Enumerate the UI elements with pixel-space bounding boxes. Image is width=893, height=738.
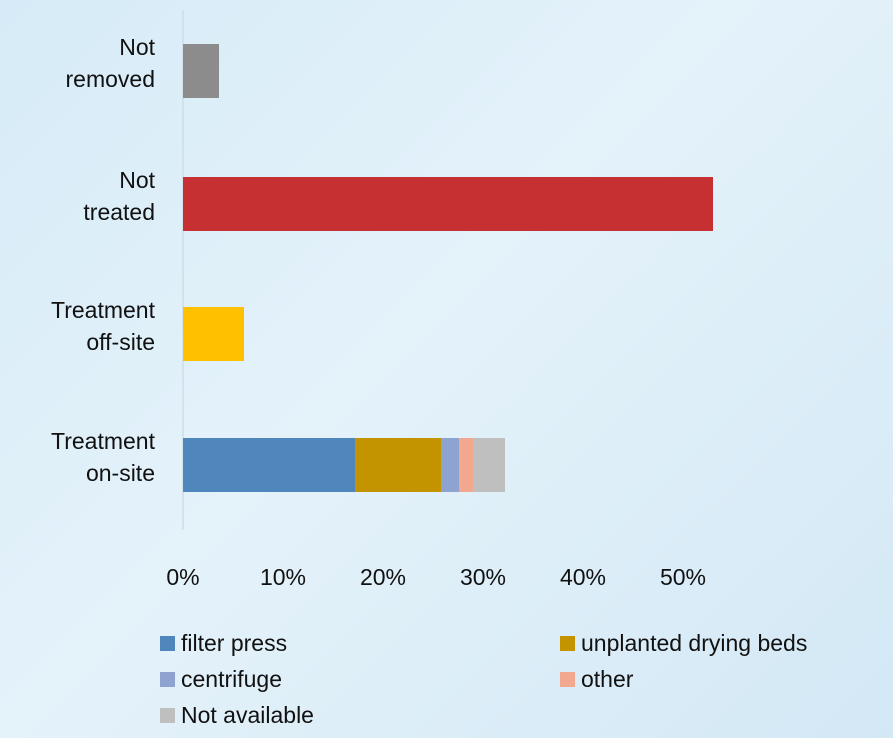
legend-swatch (560, 635, 575, 651)
category-label-line: Treatment (51, 428, 156, 454)
legend-label: centrifuge (181, 665, 283, 692)
category-label: Treatment on-site (51, 428, 156, 486)
bar (183, 177, 713, 231)
legend-swatch (160, 635, 175, 651)
x-tick-label: 10% (260, 564, 306, 590)
x-tick-label: 20% (360, 564, 406, 590)
category-label: Treatment off-site (51, 297, 156, 355)
legend-item: unplanted drying beds (560, 628, 880, 658)
legend-label: other (581, 665, 634, 692)
stacked-bar-segment (441, 438, 459, 492)
category-label-line: Not (119, 34, 155, 60)
category-label-line: off-site (86, 329, 155, 355)
category-label: Not treated (83, 167, 155, 225)
category-label-line: treated (83, 199, 155, 225)
legend-item: centrifuge (160, 664, 560, 694)
stacked-bar-segment (459, 438, 473, 492)
legend-swatch (560, 671, 575, 687)
legend-label: unplanted drying beds (581, 629, 808, 656)
legend: filter press unplanted drying beds centrif… (160, 628, 880, 730)
category-label: Not removed (66, 34, 156, 92)
stacked-bar-segment (355, 438, 441, 492)
x-tick-label: 30% (460, 564, 506, 590)
legend-item: filter press (160, 628, 560, 658)
x-tick-label: 0% (166, 564, 199, 590)
stacked-bar-segment (473, 438, 505, 492)
legend-swatch (160, 671, 175, 687)
legend-label: Not available (181, 701, 314, 728)
category-label-line: Treatment (51, 297, 156, 323)
stacked-bar-segment (183, 438, 355, 492)
legend-label: filter press (181, 629, 288, 656)
x-tick-label: 50% (660, 564, 706, 590)
legend-item: other (560, 664, 880, 694)
bar (183, 307, 244, 361)
legend-swatch (160, 707, 175, 723)
category-label-line: Not (119, 167, 155, 193)
category-label-line: on-site (86, 460, 155, 486)
bar (183, 44, 219, 98)
x-tick-label: 40% (560, 564, 606, 590)
legend-item: Not available (160, 700, 560, 730)
category-label-line: removed (66, 66, 155, 92)
